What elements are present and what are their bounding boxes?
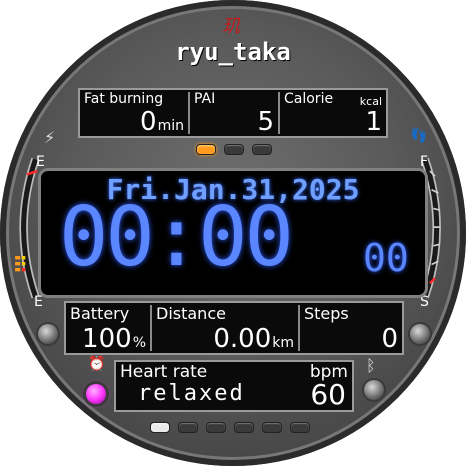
distance-value: 0.00: [213, 324, 272, 354]
seconds-label: 00: [363, 236, 409, 280]
heart-rate-unit: bpm: [309, 362, 348, 382]
pai-cell[interactable]: PAI 5: [190, 90, 278, 137]
distance-readout: 0.00km: [213, 324, 294, 354]
bluetooth-knob[interactable]: [364, 380, 384, 400]
time-label: 00:00: [59, 190, 294, 285]
main-time-display: Fri.Jan.31,2025 00:00 00: [38, 168, 428, 298]
calorie-value: 1: [365, 107, 382, 137]
divider: [150, 305, 152, 351]
divider: [278, 92, 280, 134]
steps-value: 0: [381, 324, 398, 354]
fat-burning-label: Fat burning: [84, 91, 164, 107]
left-gauge-bottom-mark: E: [34, 294, 43, 310]
steps-cell[interactable]: Steps 0: [300, 303, 402, 354]
heart-readout: 60: [310, 378, 346, 411]
fat-burning-unit: min: [157, 118, 184, 134]
heart-rate-value: 60: [310, 378, 346, 411]
fat-burning-readout: 0min: [140, 107, 184, 137]
divider: [298, 305, 300, 351]
battery-readout: 100%: [82, 324, 146, 354]
bottom-dot-2[interactable]: [178, 422, 198, 433]
fat-burning-value: 0: [140, 107, 157, 137]
heart-indicator-light[interactable]: [86, 384, 106, 404]
fat-burning-cell[interactable]: Fat burning 0min: [80, 90, 188, 137]
bottom-dot-5[interactable]: [262, 422, 282, 433]
calorie-cell[interactable]: Calorie kcal 1: [280, 90, 386, 137]
left-knob[interactable]: [38, 324, 58, 344]
battery-value: 100: [82, 324, 132, 354]
bottom-dot-3[interactable]: [206, 422, 226, 433]
brand-label: ryu_taka: [175, 38, 291, 66]
pai-label: PAI: [194, 91, 216, 107]
bluetooth-icon: ᛒ: [366, 356, 376, 375]
lightning-icon: ⚡: [44, 128, 56, 147]
battery-unit: %: [132, 335, 146, 351]
top-stats-panel: Fat burning 0min PAI 5 Calorie kcal 1: [78, 88, 388, 138]
battery-cell[interactable]: Battery 100%: [66, 303, 150, 354]
calorie-unit: kcal: [359, 95, 382, 108]
pai-value: 5: [257, 107, 274, 137]
steps-label: Steps: [304, 304, 349, 323]
page-dot-2[interactable]: [224, 144, 244, 155]
right-gauge: [420, 157, 441, 299]
pai-readout: 5: [257, 107, 274, 137]
calorie-label: Calorie: [284, 91, 334, 107]
footprints-icon: 👣: [410, 128, 428, 144]
battery-label: Battery: [70, 304, 130, 323]
bottom-dot-6[interactable]: [290, 422, 310, 433]
left-gauge: [15, 157, 40, 299]
heart-rate-panel[interactable]: Heart rate bpm relaxed 60: [114, 360, 354, 412]
left-gauge-top-mark: E: [36, 154, 45, 170]
bottom-dot-4[interactable]: [234, 422, 254, 433]
right-gauge-top-mark: F: [420, 154, 429, 170]
page-dot-1[interactable]: [196, 144, 216, 155]
date-label: Fri.Jan.31,2025: [106, 173, 360, 206]
right-knob[interactable]: [410, 324, 430, 344]
distance-label: Distance: [156, 304, 226, 323]
mid-stats-panel: Battery 100% Distance 0.00km Steps 0: [64, 301, 404, 355]
right-gauge-bottom-mark: S: [420, 294, 429, 310]
calorie-readout: 1: [365, 107, 382, 137]
bottom-dot-1[interactable]: [150, 422, 170, 433]
steps-readout: 0: [381, 324, 398, 354]
distance-unit: km: [272, 335, 294, 351]
heart-rate-label: Heart rate: [120, 362, 208, 382]
alarm-icon: ⏰: [88, 356, 106, 372]
divider: [188, 92, 190, 134]
distance-cell[interactable]: Distance 0.00km: [152, 303, 298, 354]
logo-glyph: 玑: [222, 16, 240, 37]
page-dot-3[interactable]: [252, 144, 272, 155]
heart-status: relaxed: [138, 381, 245, 406]
